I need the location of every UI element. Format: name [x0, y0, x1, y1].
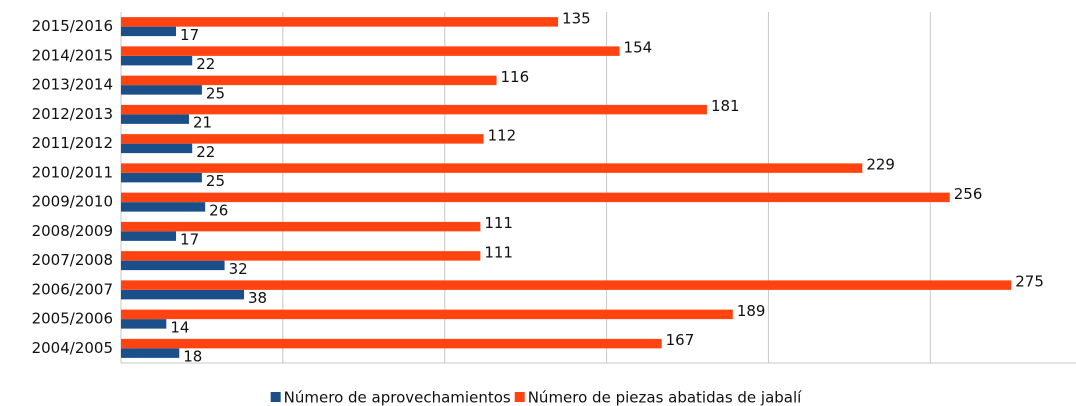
data-label: 116	[501, 68, 530, 86]
data-label: 112	[488, 126, 517, 144]
bar	[121, 231, 177, 241]
bar	[121, 143, 193, 154]
legend: Número de aprovechamientos Número de piez…	[270, 389, 802, 406]
bar	[121, 289, 245, 300]
data-label: 32	[229, 260, 248, 278]
bar	[121, 251, 481, 261]
data-label: 26	[209, 201, 228, 219]
bar	[121, 104, 707, 115]
legend-swatch	[270, 392, 281, 402]
bar	[121, 114, 189, 124]
data-label: 22	[196, 143, 215, 161]
legend-swatch	[514, 392, 525, 402]
y-tick-label: 2009/2010	[32, 193, 113, 211]
bar	[121, 280, 1012, 290]
data-label: 22	[196, 55, 215, 73]
bar	[121, 134, 484, 144]
bar	[121, 75, 497, 86]
bar	[121, 172, 202, 183]
data-label: 256	[954, 185, 983, 203]
data-label: 135	[562, 9, 591, 27]
bar	[121, 309, 733, 320]
y-tick-label: 2013/2014	[32, 76, 113, 94]
data-label: 21	[193, 114, 212, 132]
bar	[121, 55, 193, 66]
y-tick-label: 2008/2009	[32, 222, 113, 240]
data-label: 181	[711, 97, 740, 115]
legend-label: Número de aprovechamientos	[284, 389, 511, 406]
data-label: 25	[206, 172, 225, 190]
bar	[121, 192, 950, 203]
y-tick-label: 2010/2011	[32, 163, 113, 181]
data-label: 167	[666, 331, 695, 349]
y-tick-label: 2005/2006	[32, 310, 113, 328]
bar	[121, 348, 180, 358]
bar	[121, 46, 620, 56]
bar	[121, 260, 225, 271]
data-label: 111	[484, 214, 513, 232]
bar	[121, 338, 662, 349]
bar	[121, 26, 177, 37]
bar	[121, 17, 559, 27]
bar	[121, 221, 481, 232]
y-tick-label: 2014/2015	[32, 46, 113, 64]
bar	[121, 163, 863, 173]
legend-label: Número de piezas abatidas de jabalí	[528, 389, 802, 406]
y-tick-label: 2015/2016	[32, 17, 113, 35]
y-tick-label: 2011/2012	[32, 134, 113, 152]
data-label: 111	[484, 243, 513, 261]
y-tick-label: 2004/2005	[32, 339, 113, 357]
y-tick-label: 2006/2007	[32, 280, 113, 298]
data-label: 189	[737, 302, 766, 320]
data-label: 275	[1015, 273, 1044, 291]
data-label: 154	[624, 39, 653, 57]
data-label: 17	[180, 231, 199, 249]
data-label: 18	[183, 348, 202, 366]
y-tick-label: 2012/2013	[32, 105, 113, 123]
data-label: 17	[180, 26, 199, 44]
data-label: 38	[248, 289, 267, 307]
y-tick-label: 2007/2008	[32, 251, 113, 269]
data-label: 14	[170, 318, 189, 336]
bar	[121, 202, 206, 212]
data-label: 25	[206, 84, 225, 102]
bar	[121, 319, 167, 329]
bar	[121, 85, 202, 95]
data-label: 229	[866, 156, 895, 174]
